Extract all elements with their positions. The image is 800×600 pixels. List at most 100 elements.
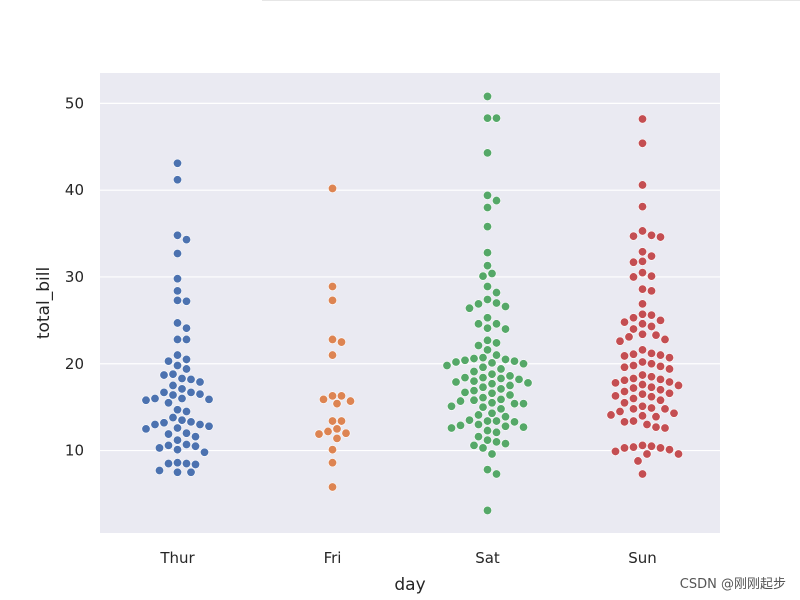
point-sat	[496, 394, 506, 404]
point-sat	[455, 396, 465, 406]
point-thur	[155, 443, 165, 453]
point-thur	[155, 466, 165, 476]
point-thur	[173, 350, 183, 360]
point-sat	[446, 423, 456, 433]
point-sat	[482, 426, 492, 436]
point-sat	[482, 148, 492, 158]
point-sat	[496, 384, 506, 394]
point-thur	[173, 158, 183, 168]
point-thur	[173, 458, 183, 468]
point-sun	[628, 231, 638, 241]
point-sun	[673, 449, 683, 459]
point-sat	[509, 417, 519, 427]
point-sun	[615, 336, 625, 346]
point-sun	[610, 378, 620, 388]
point-thur	[164, 459, 174, 469]
point-thur	[164, 440, 174, 450]
point-fri	[332, 399, 342, 409]
point-sat	[482, 261, 492, 271]
point-thur	[159, 418, 169, 428]
point-sun	[637, 180, 647, 190]
point-thur	[173, 405, 183, 415]
point-sun	[637, 440, 647, 450]
point-sat	[487, 408, 497, 418]
point-sat	[491, 298, 501, 308]
point-thur	[168, 380, 178, 390]
point-sun	[628, 404, 638, 414]
point-thur	[186, 417, 196, 427]
y-tick-30: 30	[65, 268, 84, 286]
point-sun	[646, 310, 656, 320]
point-sat	[523, 378, 533, 388]
point-sat	[487, 358, 497, 368]
data-points	[141, 91, 683, 515]
point-sun	[610, 446, 620, 456]
point-sun	[664, 445, 674, 455]
point-sat	[478, 393, 488, 403]
point-sat	[460, 387, 470, 397]
point-thur	[191, 432, 201, 442]
point-sat	[496, 374, 506, 384]
point-sun	[637, 299, 647, 309]
point-sun	[655, 395, 665, 405]
point-sat	[487, 398, 497, 408]
point-sun	[642, 449, 652, 459]
point-sat	[491, 288, 501, 298]
point-thur	[182, 459, 192, 469]
point-sun	[637, 138, 647, 148]
point-thur	[173, 423, 183, 433]
point-sat	[518, 422, 528, 432]
point-sun	[619, 387, 629, 397]
point-sun	[619, 317, 629, 327]
point-sun	[637, 411, 647, 421]
point-sun	[655, 385, 665, 395]
point-sat	[496, 364, 506, 374]
point-sat	[464, 415, 474, 425]
point-sun	[628, 257, 638, 267]
point-sun	[655, 443, 665, 453]
point-sun	[664, 388, 674, 398]
point-sun	[655, 315, 665, 325]
point-sun	[660, 404, 670, 414]
point-sun	[637, 247, 647, 257]
point-thur	[186, 467, 196, 477]
point-sat	[469, 376, 479, 386]
point-sat	[491, 437, 501, 447]
point-sun	[646, 441, 656, 451]
point-sun	[619, 375, 629, 385]
point-sat	[478, 362, 488, 372]
point-sun	[646, 321, 656, 331]
point-sat	[509, 399, 519, 409]
point-thur	[173, 295, 183, 305]
point-thur	[159, 370, 169, 380]
point-sat	[496, 404, 506, 414]
point-sun	[664, 377, 674, 387]
point-sat	[500, 439, 510, 449]
point-sun	[637, 202, 647, 212]
y-tick-10: 10	[65, 442, 84, 460]
point-sat	[491, 416, 501, 426]
point-sun	[637, 284, 647, 294]
point-fri	[314, 429, 324, 439]
point-sun	[637, 401, 647, 411]
x-tick-sat: Sat	[475, 549, 500, 567]
point-sun	[628, 324, 638, 334]
point-fri	[336, 391, 346, 401]
point-sun	[637, 389, 647, 399]
point-thur	[173, 435, 183, 445]
point-thur	[182, 323, 192, 333]
point-sat	[482, 416, 492, 426]
point-thur	[182, 354, 192, 364]
y-tick-50: 50	[65, 94, 84, 112]
x-tick-fri: Fri	[324, 549, 342, 567]
point-sat	[478, 353, 488, 363]
point-sun	[628, 393, 638, 403]
point-sat	[451, 377, 461, 387]
point-sat	[482, 295, 492, 305]
point-thur	[168, 413, 178, 423]
point-thur	[204, 421, 214, 431]
point-sun	[637, 319, 647, 329]
point-thur	[164, 356, 174, 366]
point-fri	[327, 350, 337, 360]
point-sat	[491, 427, 501, 437]
